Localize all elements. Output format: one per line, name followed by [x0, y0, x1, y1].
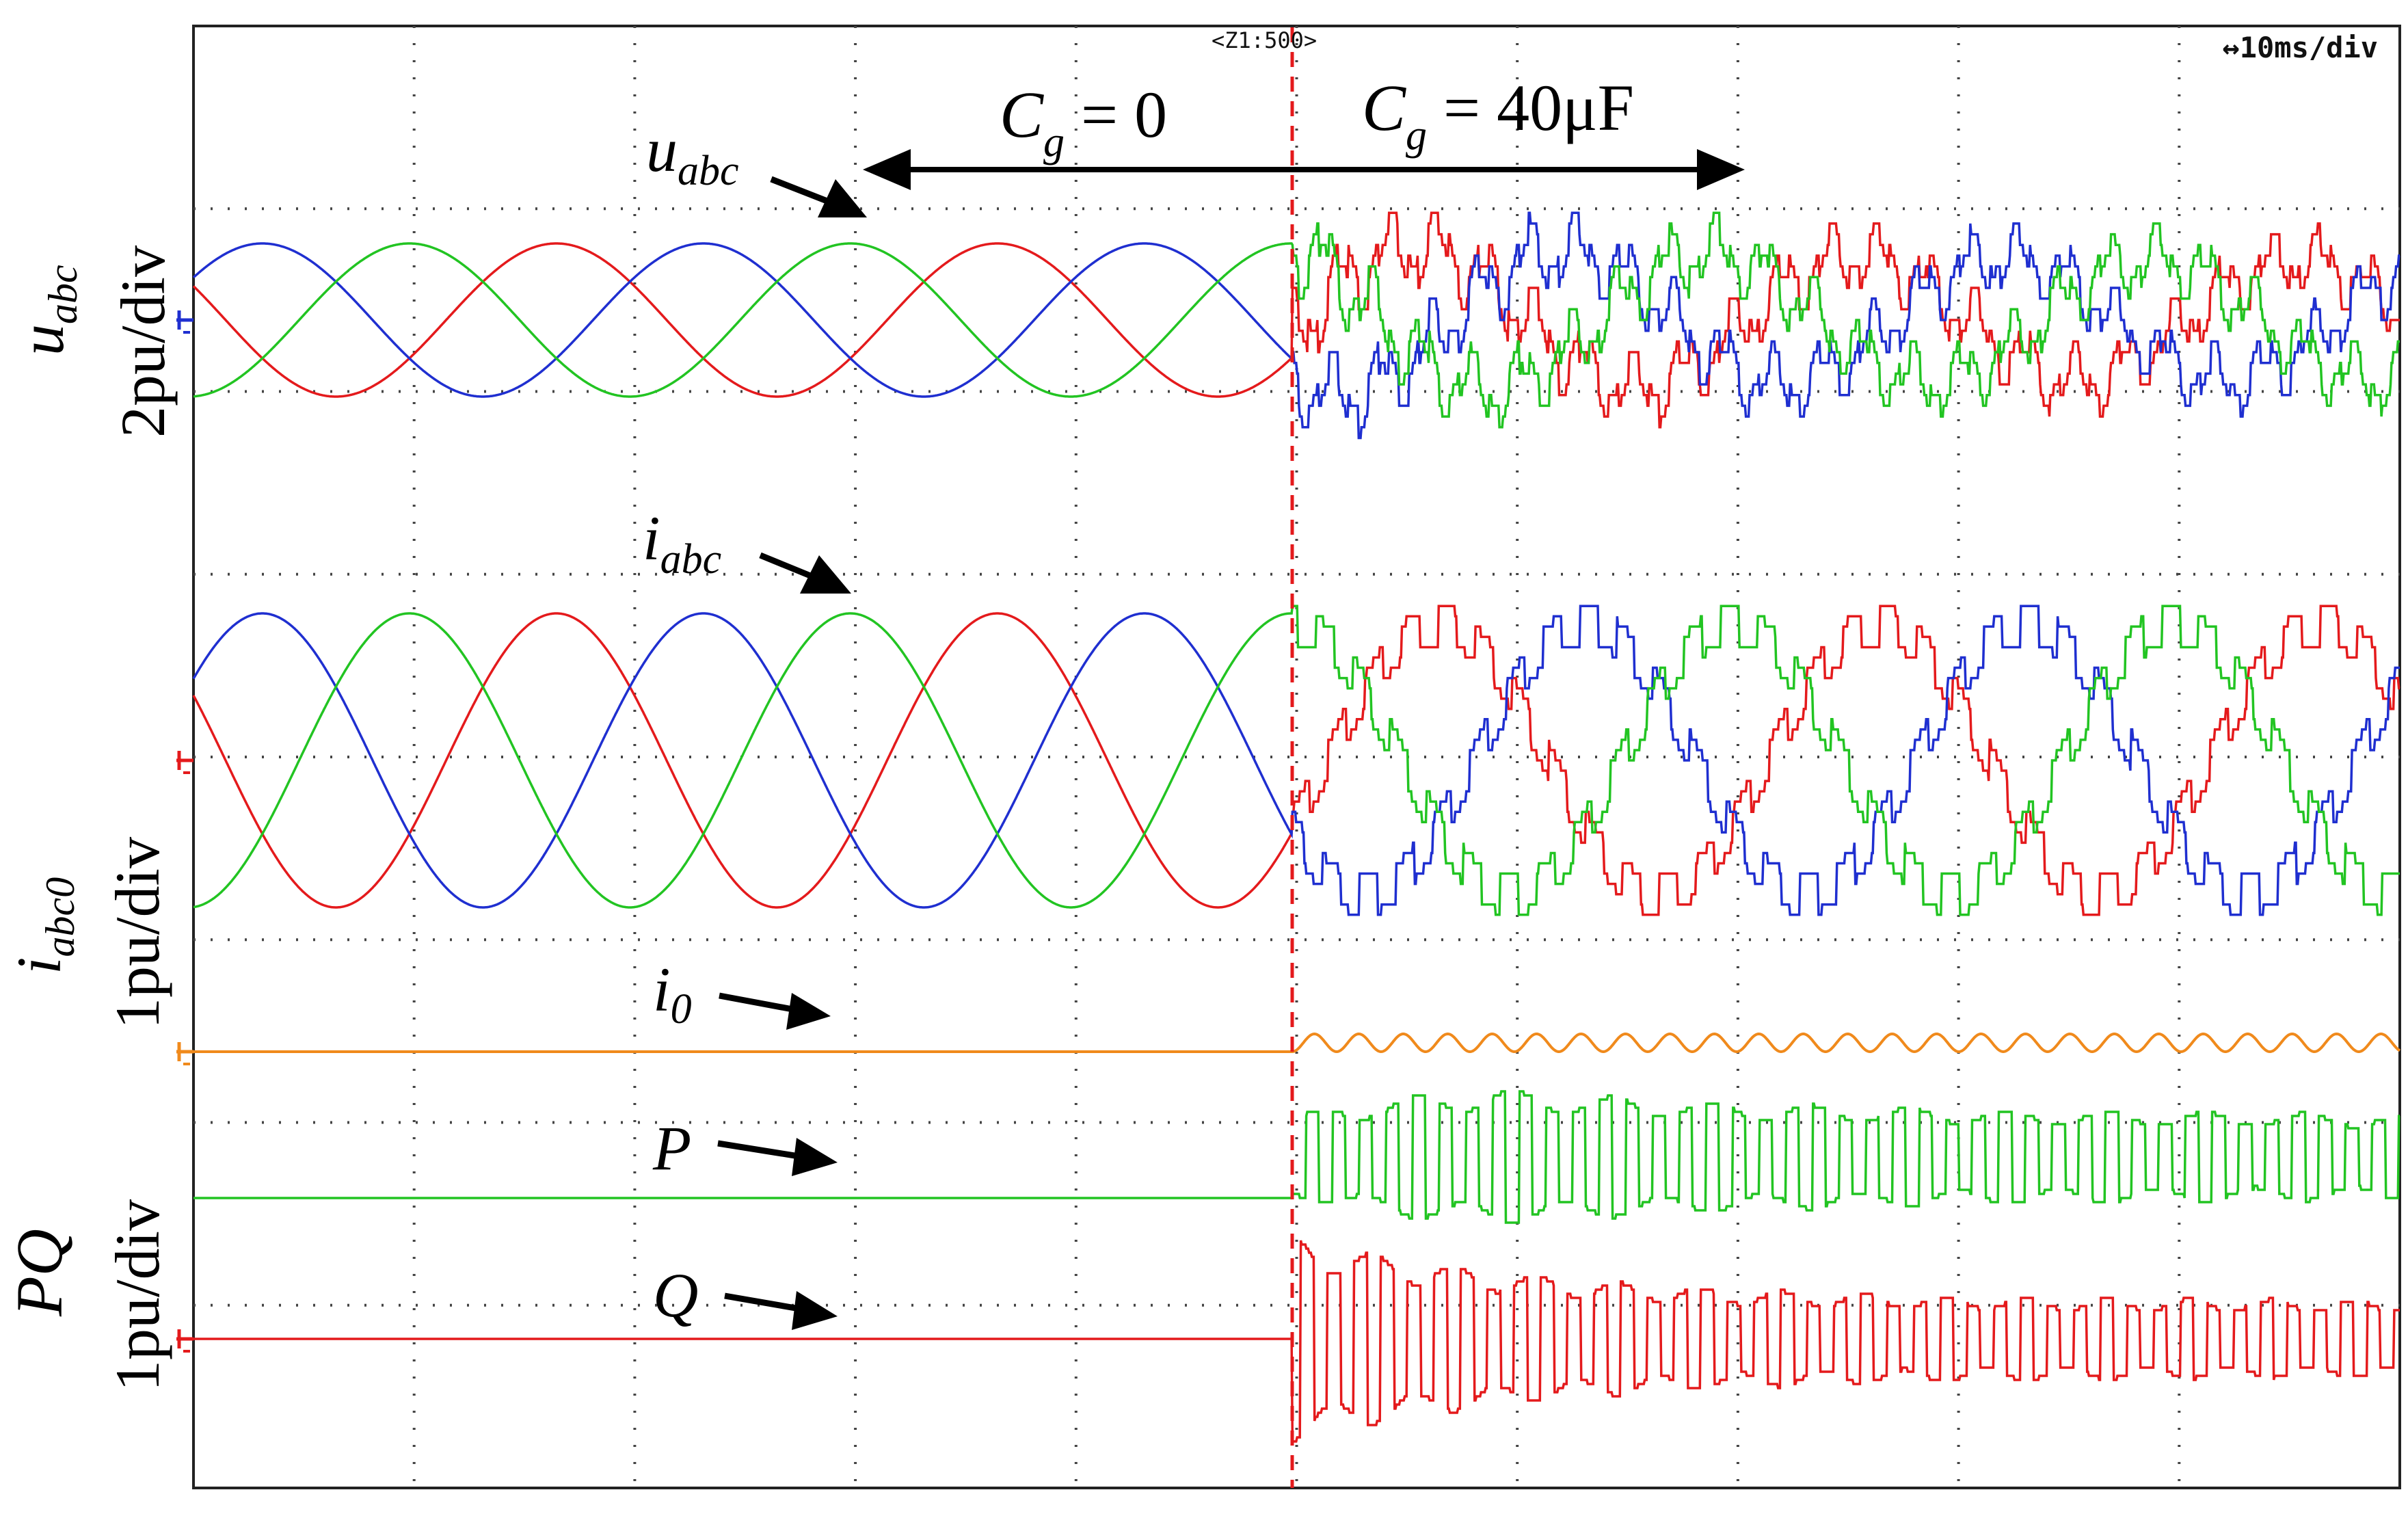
q-arrow: [724, 1291, 838, 1330]
q-trace: [193, 1240, 2400, 1443]
i-abc-trace-a: [192, 604, 2400, 916]
cg-right-rest: = 40μF: [1427, 71, 1634, 144]
axis-i-sub: abc0: [38, 877, 83, 957]
u-abc-trace-c: [193, 211, 2400, 429]
axis-u-scale: 2pu/div: [108, 245, 178, 438]
zoom-readout: <Z1:500>: [1212, 27, 1317, 53]
p-trace: [193, 1090, 2400, 1224]
timebase-readout: ↔10ms/div: [2222, 31, 2378, 64]
u-ground-marker: [176, 310, 193, 334]
channel-markers: [176, 310, 193, 1353]
axis-i-scale: 1pu/div: [103, 837, 172, 1029]
axis-i-label: iabc0: [4, 877, 83, 974]
pq-ground-marker: [176, 1329, 193, 1353]
p-label: P: [652, 1113, 691, 1183]
axis-i-main: i: [4, 957, 74, 974]
cg-right-main: C: [1362, 71, 1406, 144]
cg-left-rest: = 0: [1065, 78, 1167, 151]
i-0-trace: [193, 1032, 2401, 1054]
i-abc-label: iabc: [643, 503, 721, 583]
cg-left-label: Cg = 0: [1000, 78, 1167, 165]
i-abc-main: i: [643, 503, 660, 573]
axis-u-main: u: [7, 324, 77, 356]
axis-pq-scale: 1pu/div: [103, 1199, 172, 1392]
i-0-sub: 0: [671, 986, 692, 1033]
cg-left-main: C: [1000, 78, 1044, 151]
p-arrow: [717, 1138, 838, 1176]
u-abc-sub: abc: [678, 148, 739, 194]
cg-right-label: Cg = 40μF: [1362, 71, 1634, 159]
i-abc-arrow: [759, 552, 851, 594]
i-0-label: i0: [653, 955, 692, 1033]
cg-right-sub: g: [1406, 112, 1427, 159]
axis-pq-label: PQ: [3, 1229, 76, 1317]
u-abc-trace-a: [192, 211, 2400, 429]
i-0-main: i: [653, 955, 671, 1024]
i-ground-marker: [176, 751, 193, 774]
i-abc-sub: abc: [660, 536, 722, 583]
interval-arrow: [863, 149, 1745, 190]
grid: [193, 26, 2400, 1488]
u-abc-trace-b: [192, 211, 2400, 440]
i0-ground-marker: [176, 1042, 193, 1065]
i-0-arrow: [719, 992, 831, 1030]
u-abc-main: u: [646, 115, 678, 185]
axis-u-sub: abc: [40, 265, 85, 324]
q-label: Q: [653, 1260, 698, 1330]
traces: [192, 211, 2401, 1443]
axis-u-label: uabc: [7, 265, 85, 356]
u-abc-label: uabc: [646, 115, 739, 194]
i-abc-trace-c: [193, 604, 2400, 916]
cg-left-sub: g: [1043, 119, 1065, 165]
u-abc-arrow: [770, 176, 867, 217]
plot-frame: [192, 25, 2401, 1489]
i-abc-trace-b: [192, 604, 2400, 916]
